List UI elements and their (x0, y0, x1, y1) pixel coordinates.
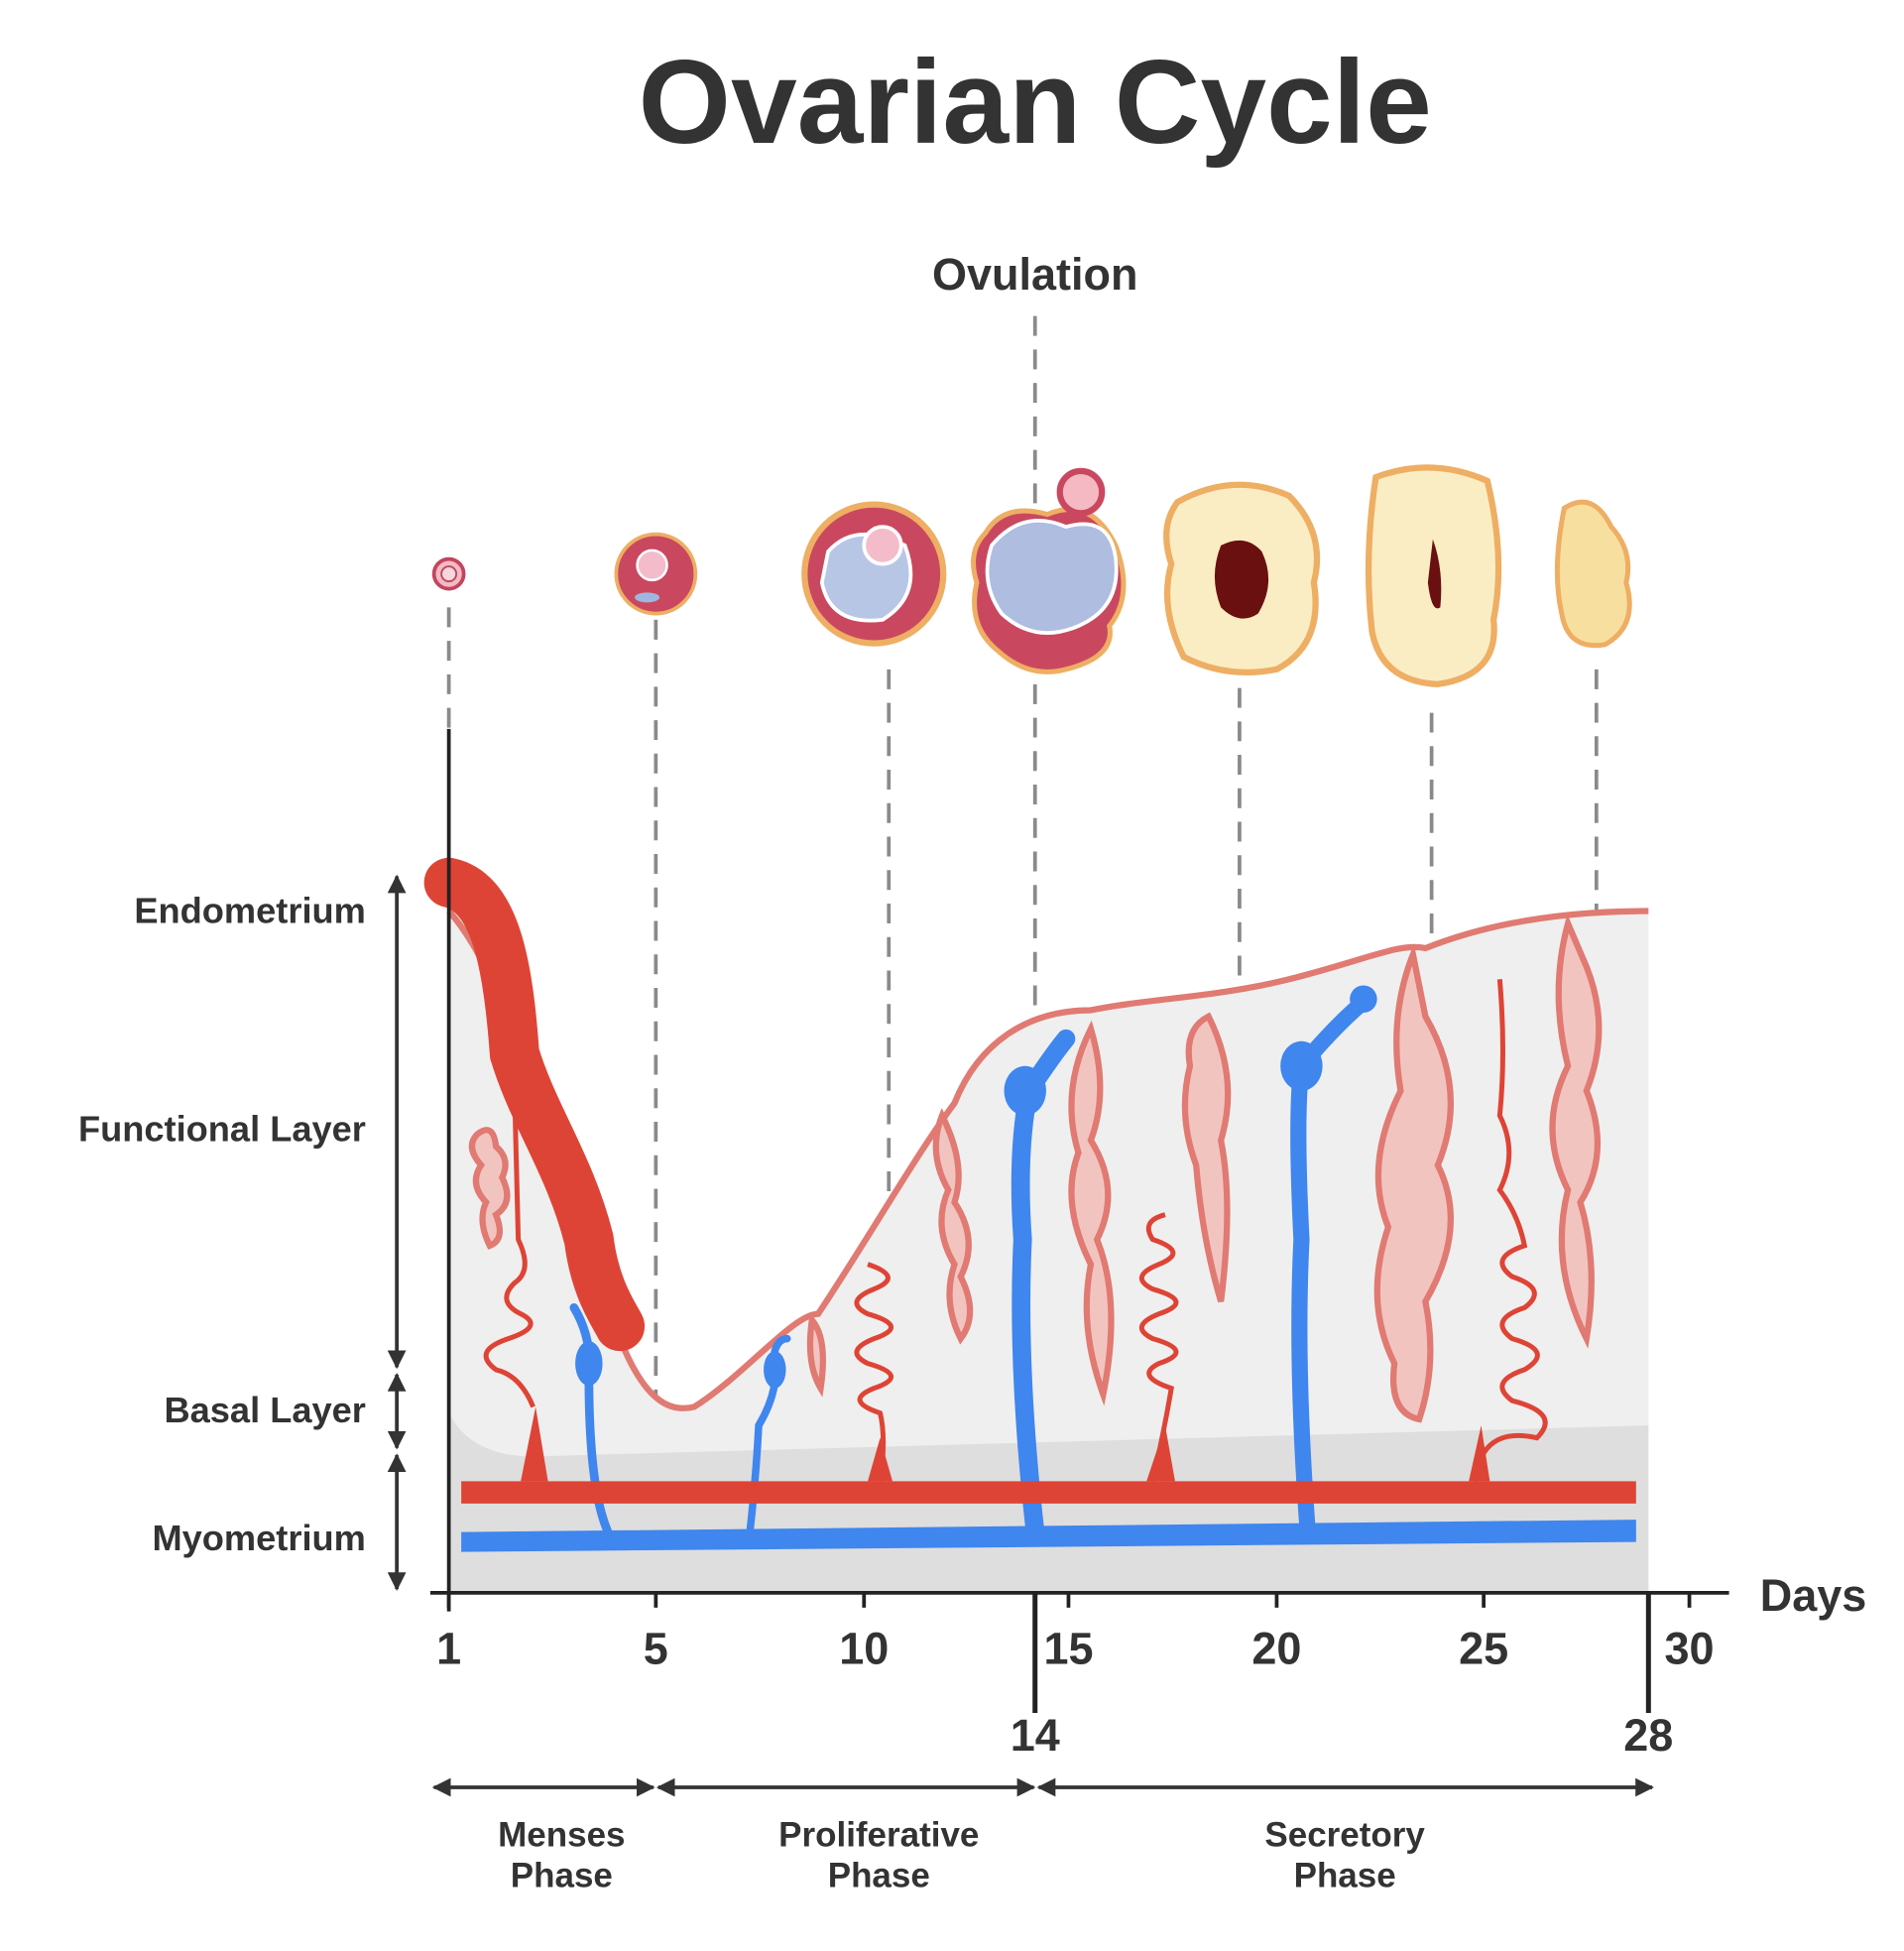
gland (806, 1312, 827, 1398)
phase-label: Phase (511, 1857, 613, 1895)
vein (1290, 996, 1369, 1539)
gland (1549, 914, 1603, 1349)
tick-label: 5 (644, 1624, 668, 1674)
spiral-artery (854, 1262, 894, 1482)
functional-layer (448, 911, 1649, 1593)
uterine-wall (423, 857, 1649, 1593)
layer-label: Basal Layer (164, 1390, 365, 1430)
oocyte (440, 565, 458, 583)
phase-label: Secretory (1264, 1815, 1425, 1854)
tick-label: 30 (1665, 1624, 1715, 1674)
gland (468, 1127, 511, 1250)
vein-bulb (575, 1341, 603, 1387)
vein-bulb (764, 1351, 786, 1389)
tick-label: 10 (839, 1624, 889, 1674)
vein-bulb (1350, 985, 1377, 1013)
title: Ovarian Cycle (639, 36, 1432, 169)
layer-label: Endometrium (134, 891, 366, 931)
gland (1068, 1020, 1115, 1406)
ovulation-label: Ovulation (932, 249, 1137, 300)
vein (1011, 1029, 1076, 1540)
phase-label: Proliferative (778, 1815, 979, 1854)
antrum (635, 592, 660, 603)
corpus-albicans (1554, 499, 1632, 649)
spiral-artery (1472, 979, 1548, 1482)
antrum (985, 519, 1119, 635)
vein-main (461, 1520, 1636, 1552)
clot (1214, 540, 1269, 619)
vein-bulb (1004, 1065, 1046, 1116)
gland (1181, 1012, 1232, 1303)
gland (932, 1108, 974, 1345)
phase-labels: MensesPhaseProliferativePhaseSecretoryPh… (498, 1815, 1425, 1894)
layer-labels: Endometrium Functional Layer Basal Layer My… (78, 891, 366, 1558)
axis-label: Days (1760, 1570, 1867, 1621)
tick-label: 25 (1459, 1624, 1508, 1674)
layer-label: Functional Layer (78, 1109, 366, 1150)
tick-label: 15 (1043, 1624, 1093, 1674)
oocyte (862, 525, 903, 566)
spiral-artery (483, 1090, 536, 1408)
phase-label: Menses (498, 1815, 625, 1854)
spiral-artery (1139, 1212, 1179, 1482)
marker-label: 14 (1011, 1710, 1060, 1761)
oocyte (636, 549, 668, 582)
phase-label: Phase (828, 1857, 930, 1895)
vein (569, 1303, 612, 1535)
layer-label: Myometrium (152, 1518, 365, 1558)
marker-label: 28 (1623, 1710, 1673, 1761)
menstrual-flow (423, 857, 646, 1352)
tick-label: 1 (436, 1624, 461, 1674)
gland (1373, 943, 1454, 1423)
released-oocyte (1056, 467, 1106, 517)
phase-label: Phase (1294, 1857, 1396, 1895)
follicles (431, 464, 1632, 687)
tick-label: 20 (1251, 1624, 1301, 1674)
clot (1427, 539, 1442, 609)
artery-main (461, 1481, 1636, 1504)
vein-bulb (1280, 1040, 1323, 1091)
